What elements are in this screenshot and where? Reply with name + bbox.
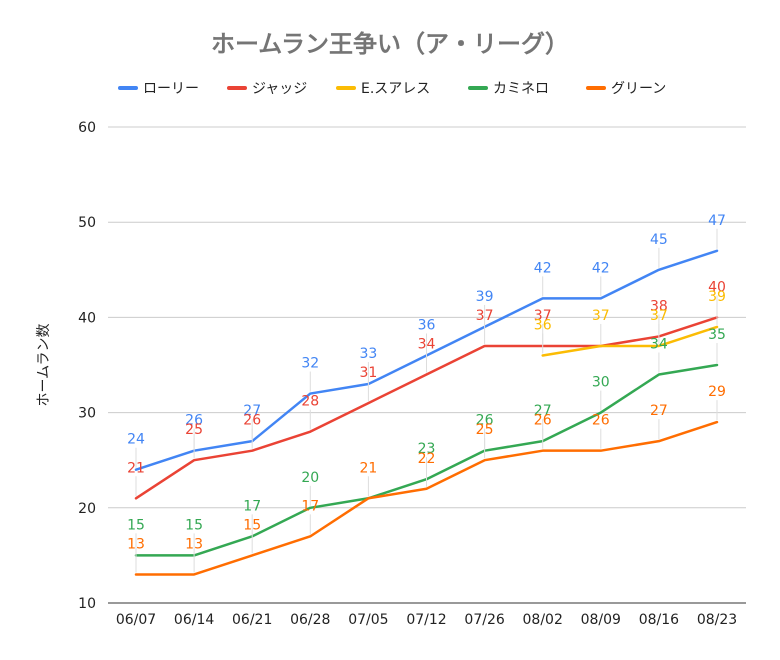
data-label: 17	[243, 498, 261, 514]
data-label: 30	[592, 375, 610, 391]
data-label: 32	[301, 356, 319, 372]
data-label: 29	[708, 384, 726, 400]
data-label: 42	[592, 260, 610, 276]
data-label: 37	[476, 308, 494, 324]
data-label: 37	[534, 308, 552, 324]
x-tick-label: 06/21	[232, 612, 272, 628]
data-label: 26	[476, 413, 494, 429]
data-label: 22	[418, 451, 436, 467]
data-label: 26	[534, 413, 552, 429]
data-label: 15	[185, 517, 203, 533]
x-tick-label: 06/28	[290, 612, 330, 628]
data-label: 31	[359, 365, 377, 381]
data-label: 42	[534, 260, 552, 276]
data-label: 27	[243, 403, 261, 419]
data-label: 26	[592, 413, 610, 429]
legend-label: E.スアレス	[361, 81, 430, 97]
gridlines	[108, 126, 746, 604]
series-line	[134, 316, 719, 500]
y-tick-label: 40	[78, 310, 96, 326]
data-label: 35	[708, 327, 726, 343]
data-label: 20	[301, 470, 319, 486]
y-tick-label: 60	[78, 120, 96, 136]
x-tick-label: 07/05	[348, 612, 388, 628]
legend-label: カミネロ	[493, 81, 549, 97]
y-tick-label: 10	[78, 596, 96, 612]
legend-label: グリーン	[611, 81, 666, 97]
x-tick-label: 08/16	[639, 612, 679, 628]
data-label: 25	[476, 422, 494, 438]
data-label: 39	[476, 289, 494, 305]
data-label: 47	[708, 213, 726, 229]
data-label: 26	[243, 413, 261, 429]
series-line	[541, 325, 719, 357]
data-label: 34	[418, 337, 436, 353]
data-label: 38	[650, 298, 668, 314]
data-label: 15	[243, 517, 261, 533]
y-tick-label: 30	[78, 406, 96, 422]
data-label: 40	[708, 279, 726, 295]
chart-title: ホームラン王争い（ア・リーグ）	[211, 30, 569, 58]
data-label: 27	[650, 403, 668, 419]
x-tick-label: 08/09	[581, 612, 621, 628]
legend-label: ジャッジ	[252, 81, 307, 97]
x-tick-label: 07/26	[464, 612, 504, 628]
data-label: 39	[708, 289, 726, 305]
x-tick-label: 08/02	[523, 612, 563, 628]
x-tick-label: 06/14	[174, 612, 214, 628]
data-label: 28	[301, 394, 319, 410]
data-label: 23	[418, 441, 436, 457]
legend-label: ローリー	[143, 81, 199, 97]
data-label: 25	[185, 422, 203, 438]
data-label: 33	[359, 346, 377, 362]
y-axis-ticks: 10 20 30 40 50 60	[78, 120, 96, 612]
series-lines	[134, 249, 719, 576]
data-label: 13	[127, 536, 145, 552]
x-tick-label: 08/23	[697, 612, 737, 628]
series-line	[134, 420, 719, 576]
data-label: 34	[650, 337, 668, 353]
data-label: 24	[127, 432, 145, 448]
data-label: 13	[185, 536, 203, 552]
data-label: 17	[301, 498, 319, 514]
data-label: 37	[592, 308, 610, 324]
data-label: 21	[127, 460, 145, 476]
data-label: 26	[185, 413, 203, 429]
data-label: 15	[127, 517, 145, 533]
data-label: 36	[534, 317, 552, 333]
data-label: 21	[359, 460, 377, 476]
data-label: 36	[418, 317, 436, 333]
legend: ローリー ジャッジ E.スアレス カミネロ グリーン	[118, 81, 666, 97]
x-tick-label: 07/12	[406, 612, 446, 628]
data-label: 27	[534, 403, 552, 419]
y-tick-label: 20	[78, 501, 96, 517]
x-axis-ticks: 06/07 06/14 06/21 06/28 07/05 07/12 07/26 08/02…	[116, 612, 737, 628]
x-tick-label: 06/07	[116, 612, 156, 628]
y-axis-label: ホームラン数	[36, 324, 52, 407]
data-label: 37	[650, 308, 668, 324]
data-label: 45	[650, 232, 668, 248]
y-tick-label: 50	[78, 215, 96, 231]
